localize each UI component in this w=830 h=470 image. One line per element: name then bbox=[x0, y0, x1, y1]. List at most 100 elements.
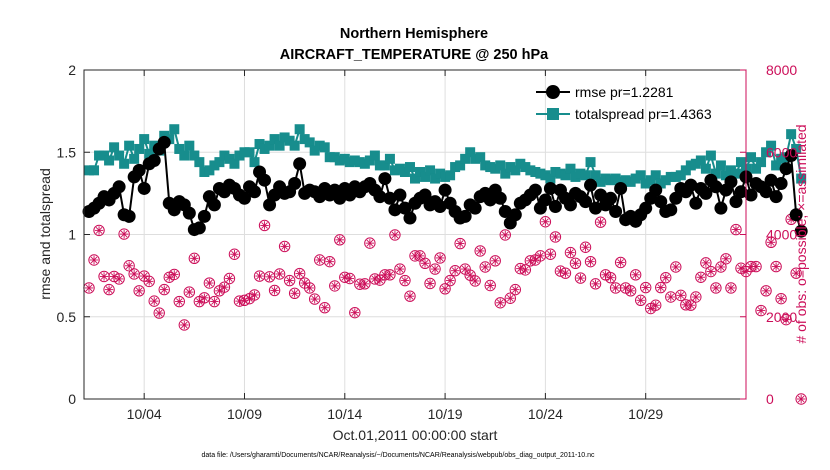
assimilated-obs-point bbox=[701, 258, 711, 268]
assimilated-obs-point bbox=[691, 292, 701, 302]
assimilated-obs-point bbox=[365, 238, 375, 248]
assimilated-obs-point bbox=[94, 226, 104, 235]
assimilated-obs-point bbox=[501, 230, 510, 240]
totalspread-point bbox=[359, 158, 370, 169]
assimilated-obs-point bbox=[430, 264, 440, 274]
assimilated-obs-point bbox=[756, 306, 766, 315]
assimilated-obs-point bbox=[375, 275, 385, 285]
assimilated-obs-point bbox=[405, 291, 415, 301]
totalspread-point bbox=[384, 153, 395, 164]
totalspread-point bbox=[129, 153, 140, 164]
assimilated-obs-point bbox=[415, 251, 425, 261]
rmse-point bbox=[458, 209, 472, 223]
right-y-tick-label: 4000 bbox=[766, 227, 797, 243]
left-y-axis-ticks: 0 0.5 1 1.5 2 bbox=[57, 62, 90, 407]
possible-obs-point bbox=[584, 255, 597, 268]
possible-obs-point bbox=[308, 293, 321, 305]
chart-subtitle: AIRCRAFT_TEMPERATURE @ 250 hPa bbox=[280, 47, 549, 63]
rmse-point bbox=[609, 204, 623, 218]
possible-obs-point bbox=[655, 281, 667, 294]
totalspread-point bbox=[620, 175, 631, 186]
rmse-point bbox=[498, 204, 512, 218]
assimilated-obs-point bbox=[651, 301, 660, 310]
totalspread-point bbox=[746, 152, 757, 163]
totalspread-point bbox=[771, 160, 782, 171]
totalspread-point bbox=[179, 150, 190, 161]
possible-obs-point bbox=[594, 216, 607, 228]
possible-obs-point bbox=[690, 291, 702, 303]
assimilated-obs-point bbox=[325, 257, 334, 266]
totalspread-point bbox=[394, 163, 405, 174]
assimilated-obs-point bbox=[781, 315, 791, 324]
totalspread-point bbox=[84, 165, 95, 176]
totalspread-point bbox=[324, 152, 335, 163]
totalspread-point bbox=[404, 162, 415, 173]
assimilated-obs-point bbox=[696, 273, 706, 282]
rmse-point bbox=[493, 191, 507, 205]
totalspread-point bbox=[410, 173, 420, 184]
possible-obs-point bbox=[319, 302, 331, 314]
totalspread-point bbox=[440, 171, 451, 182]
assimilated-obs-point bbox=[566, 248, 575, 257]
possible-obs-point bbox=[258, 219, 271, 232]
rmse-point bbox=[418, 188, 432, 202]
possible-obs-point bbox=[484, 279, 496, 292]
rmse-point bbox=[548, 200, 562, 214]
assimilated-obs-point bbox=[716, 262, 726, 272]
rmse-point bbox=[689, 196, 703, 210]
possible-obs-point bbox=[795, 393, 807, 405]
totalspread-point bbox=[530, 166, 541, 177]
possible-obs-point bbox=[589, 278, 602, 290]
rmse-point bbox=[594, 188, 608, 202]
rmse-point bbox=[388, 203, 402, 217]
x-tick-label: 10/09 bbox=[227, 406, 262, 422]
totalspread-point bbox=[761, 147, 772, 158]
assimilated-obs-point bbox=[455, 239, 465, 248]
rmse-point bbox=[774, 177, 788, 191]
assimilated-obs-point bbox=[280, 242, 289, 251]
totalspread-point bbox=[776, 153, 787, 164]
totalspread-point bbox=[234, 150, 245, 161]
assimilated-obs-point bbox=[245, 294, 254, 303]
right-y-tick-label: 0 bbox=[766, 391, 774, 407]
rmse-point bbox=[132, 163, 146, 177]
totalspread-point bbox=[660, 175, 671, 186]
rmse-point bbox=[649, 183, 663, 197]
totalspread-point bbox=[374, 160, 385, 171]
totalspread-point bbox=[229, 158, 240, 169]
assimilated-obs-point bbox=[541, 217, 550, 226]
possible-obs-point bbox=[574, 272, 587, 284]
x-tick-label: 10/24 bbox=[528, 406, 563, 422]
possible-obs-point bbox=[489, 255, 501, 267]
rmse-point bbox=[147, 153, 161, 167]
totalspread-point bbox=[194, 157, 205, 168]
totalspread-point bbox=[124, 140, 135, 151]
rmse-point bbox=[614, 181, 628, 195]
assimilated-obs-point bbox=[661, 273, 670, 282]
rmse-point bbox=[373, 190, 387, 204]
possible-obs-point bbox=[399, 274, 411, 287]
totalspread-point bbox=[670, 171, 681, 182]
rmse-point bbox=[724, 175, 738, 189]
rmse-point bbox=[508, 208, 522, 222]
totalspread-point bbox=[89, 165, 100, 176]
assimilated-obs-point bbox=[335, 235, 344, 245]
totalspread-point bbox=[274, 140, 285, 151]
assimilated-obs-point bbox=[736, 264, 746, 273]
assimilated-obs-point bbox=[230, 250, 239, 259]
assimilated-obs-point bbox=[260, 221, 269, 230]
totalspread-point bbox=[515, 158, 526, 169]
assimilated-obs-point bbox=[656, 283, 665, 292]
assimilated-obs-point bbox=[385, 270, 395, 280]
assimilated-obs-point bbox=[791, 268, 801, 278]
totalspread-point bbox=[249, 157, 260, 168]
totalspread-point bbox=[279, 132, 290, 143]
totalspread-point bbox=[725, 165, 736, 176]
rmse-point bbox=[543, 181, 557, 195]
totalspread-point bbox=[540, 170, 551, 181]
totalspread-point bbox=[455, 160, 466, 171]
assimilated-obs-point bbox=[195, 297, 204, 306]
assimilated-obs-point bbox=[591, 279, 600, 289]
assimilated-obs-point bbox=[521, 265, 530, 275]
assimilated-obs-point bbox=[210, 297, 219, 306]
